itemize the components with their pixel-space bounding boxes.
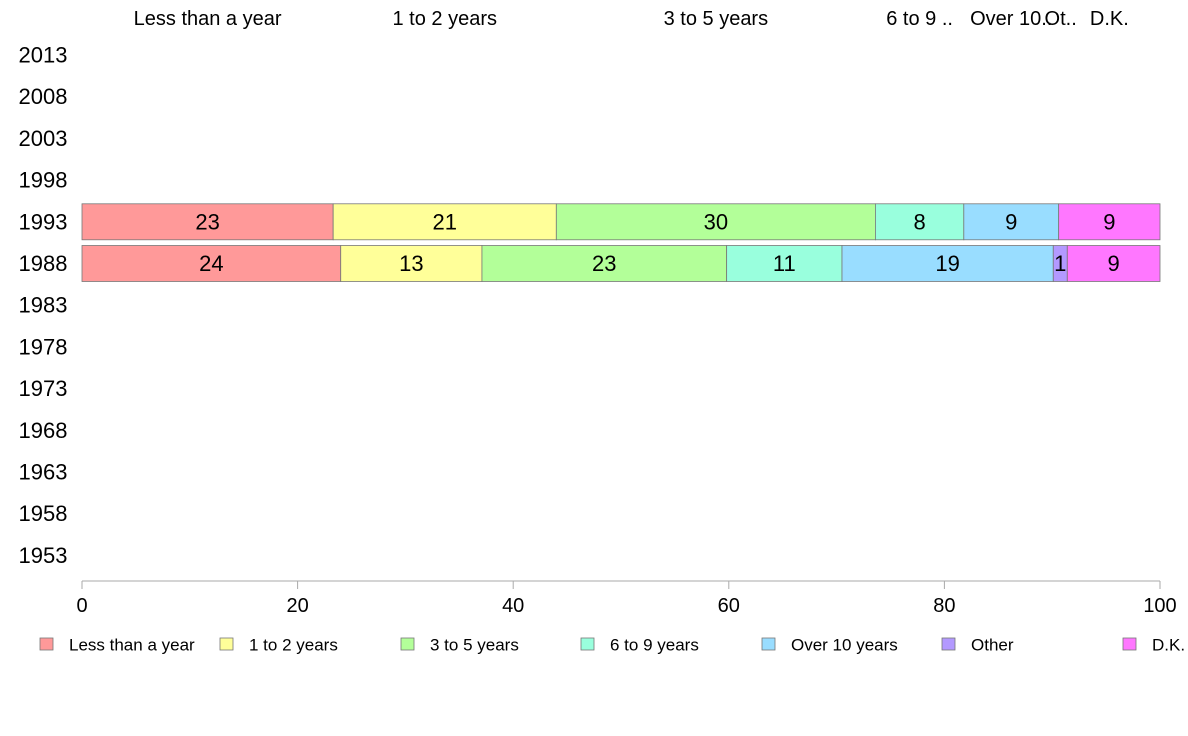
y-tick-label: 1958 (19, 501, 68, 526)
bars-area: 23 21 30 8 9 924 13 23 11 19 1 9 (81, 203, 1161, 282)
x-tick-label: 0 (76, 595, 87, 617)
bar-segment (1066, 245, 1161, 282)
bar-value-label: 19 (935, 251, 959, 276)
bar-segment (555, 203, 876, 241)
x-axis: 0 20 40 60 80 100 (76, 580, 1177, 617)
legend-label: Over 10 years (791, 636, 898, 655)
bar-segment (963, 203, 1060, 241)
legend-label: Less than a year (69, 636, 195, 655)
x-tick-label: 20 (286, 595, 308, 617)
legend-item: 1 to 2 years (219, 636, 338, 655)
legend: Less than a year 1 to 2 years 3 to 5 years… (39, 636, 1185, 655)
bar-value-label: 9 (1005, 209, 1017, 234)
top-category-label: Less than a year (134, 8, 282, 30)
bar-value-label: 9 (1103, 209, 1115, 234)
legend-label: D.K. (1152, 636, 1185, 655)
x-tick-label: 100 (1143, 595, 1176, 617)
bar-value-label: 24 (199, 251, 223, 276)
x-tick-label: 80 (933, 595, 955, 617)
bar-segment (340, 245, 483, 282)
top-category-label: Ot.. (1045, 8, 1077, 30)
top-category-labels: Less than a year 1 to 2 years 3 to 5 years… (134, 8, 1129, 30)
legend-swatch (219, 637, 234, 651)
y-tick-label: 1983 (19, 293, 68, 318)
legend-swatch (580, 637, 595, 651)
bar-value-label: 23 (592, 251, 616, 276)
y-tick-label: 2013 (19, 43, 68, 68)
bar-segment (875, 203, 965, 241)
y-tick-label: 1963 (19, 460, 68, 485)
top-category-label: 6 to 9 .. (886, 8, 953, 30)
legend-item: D.K. (1122, 636, 1185, 655)
y-tick-label: 2003 (19, 126, 68, 151)
x-tick-label: 60 (718, 595, 740, 617)
legend-label: Other (971, 636, 1014, 655)
y-tick-label: 1978 (19, 334, 68, 359)
x-tick-label: 40 (502, 595, 524, 617)
y-axis-year-labels: 2013 2008 2003 1998 1993 1988 1983 1978 1973 1968… (19, 43, 68, 568)
legend-label: 3 to 5 years (430, 636, 519, 655)
bar-segment (726, 245, 843, 282)
y-tick-label: 1988 (19, 251, 68, 276)
legend-label: 1 to 2 years (249, 636, 338, 655)
legend-swatch (39, 637, 54, 651)
bar-segment (81, 245, 342, 282)
top-category-label: Over 10.. (970, 8, 1052, 30)
bar-value-label: 1 (1054, 251, 1066, 276)
y-tick-label: 1968 (19, 418, 68, 443)
y-tick-label: 1953 (19, 543, 68, 568)
bar-value-label: 9 (1108, 251, 1120, 276)
bar-value-label: 21 (433, 209, 457, 234)
legend-item: 3 to 5 years (400, 636, 519, 655)
bar-value-label: 23 (195, 209, 219, 234)
top-category-label: 3 to 5 years (664, 8, 769, 30)
y-tick-label: 2008 (19, 84, 68, 109)
legend-swatch (761, 637, 776, 651)
legend-item: 6 to 9 years (580, 636, 699, 655)
bar-segment (81, 203, 334, 241)
legend-item: Other (941, 636, 1014, 655)
legend-label: 6 to 9 years (610, 636, 699, 655)
bar-segment (1058, 203, 1161, 241)
legend-swatch (941, 637, 956, 651)
bar-value-label: 13 (399, 251, 423, 276)
y-tick-label: 1973 (19, 376, 68, 401)
bar-value-label: 30 (704, 209, 728, 234)
y-tick-label: 1998 (19, 168, 68, 193)
legend-item: Over 10 years (761, 636, 898, 655)
bar-value-label: 11 (773, 251, 796, 276)
top-category-label: 1 to 2 years (392, 8, 497, 30)
bar-segment (481, 245, 728, 282)
legend-item: Less than a year (39, 636, 195, 655)
bar-segment (332, 203, 557, 241)
legend-swatch (1122, 637, 1137, 651)
y-tick-label: 1993 (19, 209, 68, 234)
top-category-label: D.K. (1090, 8, 1129, 30)
bar-value-label: 8 (913, 209, 925, 234)
legend-swatch (400, 637, 415, 651)
